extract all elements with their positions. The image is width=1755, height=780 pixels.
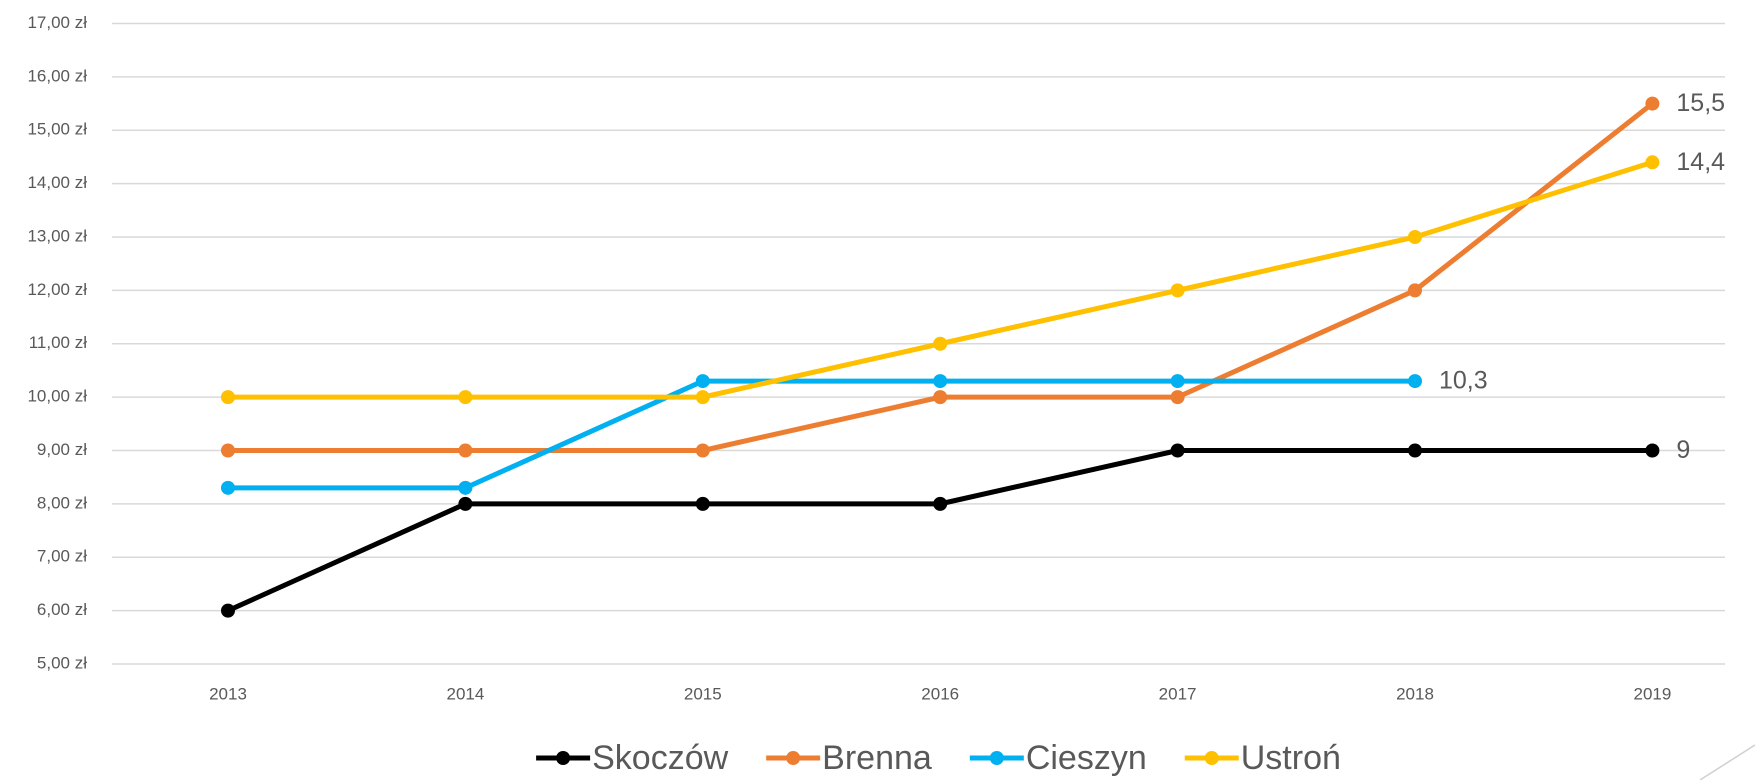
legend-label: Skoczów (592, 739, 728, 777)
data-label: 15,5 (1676, 89, 1725, 117)
data-point (1645, 96, 1660, 111)
data-point (933, 336, 948, 351)
data-point (1170, 443, 1185, 458)
data-point (933, 496, 948, 511)
legend-label: Ustroń (1241, 739, 1341, 777)
y-tick-label: 10,00 zł (27, 387, 87, 406)
data-point (458, 480, 473, 495)
y-tick-label: 11,00 zł (29, 333, 88, 352)
y-tick-label: 6,00 zł (37, 600, 87, 619)
data-point (221, 443, 235, 458)
data-label: 14,4 (1676, 148, 1725, 176)
x-tick-label: 2014 (446, 684, 484, 703)
y-tick-label: 16,00 zł (27, 66, 87, 85)
data-point (933, 390, 948, 405)
legend-marker (556, 751, 571, 765)
data-point (1645, 443, 1660, 458)
data-point (1645, 155, 1660, 170)
data-point (933, 374, 948, 389)
legend-marker (786, 751, 801, 765)
x-tick-label: 2015 (684, 684, 722, 703)
data-point (695, 390, 710, 405)
series-line (228, 378, 1415, 491)
data-point (1170, 374, 1185, 389)
legend-label: Cieszyn (1026, 739, 1147, 777)
y-tick-label: 12,00 zł (27, 280, 87, 299)
x-tick-label: 2019 (1633, 684, 1671, 703)
data-label: 9 (1676, 436, 1690, 464)
data-point (695, 496, 710, 511)
series-line (228, 159, 1654, 400)
legend-marker (1204, 751, 1219, 765)
data-point (458, 390, 473, 405)
legend-marker (989, 751, 1004, 765)
x-tick-label: 2016 (921, 684, 959, 703)
y-tick-label: 13,00 zł (27, 226, 87, 245)
y-tick-label: 17,00 zł (27, 13, 87, 32)
corner-decoration (1699, 744, 1755, 780)
data-point (1408, 443, 1422, 458)
x-tick-label: 2018 (1396, 684, 1434, 703)
data-point (1408, 283, 1422, 298)
data-point (458, 496, 473, 511)
legend-label: Brenna (822, 739, 932, 777)
data-point (221, 390, 235, 405)
y-tick-label: 8,00 zł (37, 493, 87, 512)
y-tick-label: 14,00 zł (27, 173, 87, 192)
data-point (1170, 283, 1185, 298)
data-point (1408, 230, 1422, 244)
data-point (221, 603, 235, 618)
y-tick-label: 7,00 zł (37, 547, 87, 566)
series-line (226, 448, 1653, 613)
legend: Skoczów Brenna Cieszyn Ustroń (536, 739, 1341, 777)
data-point (1408, 374, 1422, 389)
y-tick-label: 15,00 zł (27, 120, 87, 139)
data-point (458, 443, 473, 458)
data-point (695, 443, 710, 458)
data-label: 10,3 (1439, 367, 1488, 395)
y-tick-label: 9,00 zł (37, 440, 87, 459)
data-point (695, 374, 710, 389)
data-point (221, 480, 235, 495)
data-point (1170, 390, 1185, 405)
x-tick-label: 2017 (1159, 684, 1197, 703)
x-tick-label: 2013 (209, 684, 247, 703)
y-tick-label: 5,00 zł (37, 653, 87, 672)
